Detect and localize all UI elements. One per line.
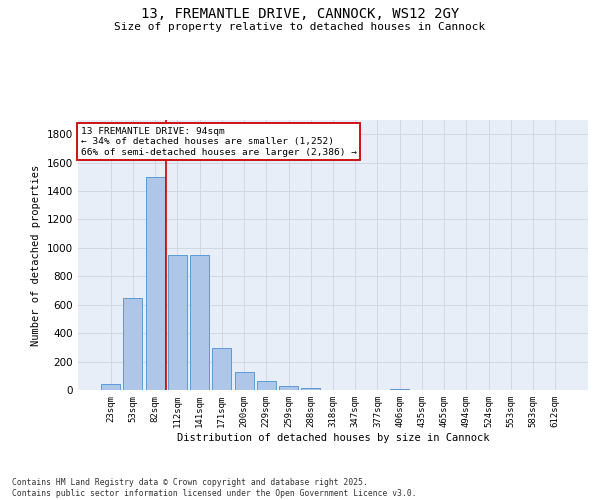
Text: 13 FREMANTLE DRIVE: 94sqm
← 34% of detached houses are smaller (1,252)
66% of se: 13 FREMANTLE DRIVE: 94sqm ← 34% of detac… bbox=[80, 126, 356, 156]
Bar bbox=[190, 255, 209, 390]
Bar bbox=[168, 255, 187, 390]
X-axis label: Distribution of detached houses by size in Cannock: Distribution of detached houses by size … bbox=[177, 432, 489, 442]
Bar bbox=[279, 386, 298, 390]
Bar bbox=[101, 384, 120, 390]
Text: Contains HM Land Registry data © Crown copyright and database right 2025.
Contai: Contains HM Land Registry data © Crown c… bbox=[12, 478, 416, 498]
Y-axis label: Number of detached properties: Number of detached properties bbox=[31, 164, 41, 346]
Bar bbox=[212, 348, 231, 390]
Bar bbox=[235, 372, 254, 390]
Bar bbox=[124, 298, 142, 390]
Text: 13, FREMANTLE DRIVE, CANNOCK, WS12 2GY: 13, FREMANTLE DRIVE, CANNOCK, WS12 2GY bbox=[141, 8, 459, 22]
Text: Size of property relative to detached houses in Cannock: Size of property relative to detached ho… bbox=[115, 22, 485, 32]
Bar bbox=[146, 177, 164, 390]
Bar bbox=[390, 388, 409, 390]
Bar bbox=[257, 382, 276, 390]
Bar bbox=[301, 388, 320, 390]
